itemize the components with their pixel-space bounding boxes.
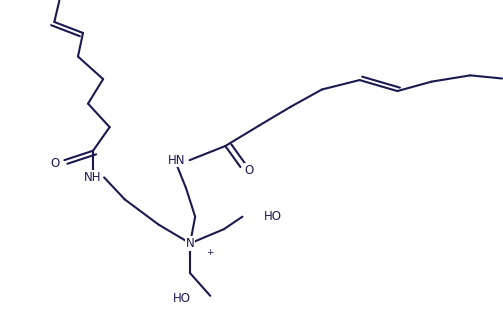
- Text: +: +: [207, 248, 214, 257]
- Text: O: O: [51, 157, 60, 170]
- Text: N: N: [186, 237, 195, 250]
- Text: HO: HO: [173, 292, 191, 306]
- Text: HO: HO: [264, 210, 282, 223]
- Text: HN: HN: [169, 154, 186, 167]
- Text: O: O: [245, 164, 254, 177]
- Text: NH: NH: [85, 171, 102, 184]
